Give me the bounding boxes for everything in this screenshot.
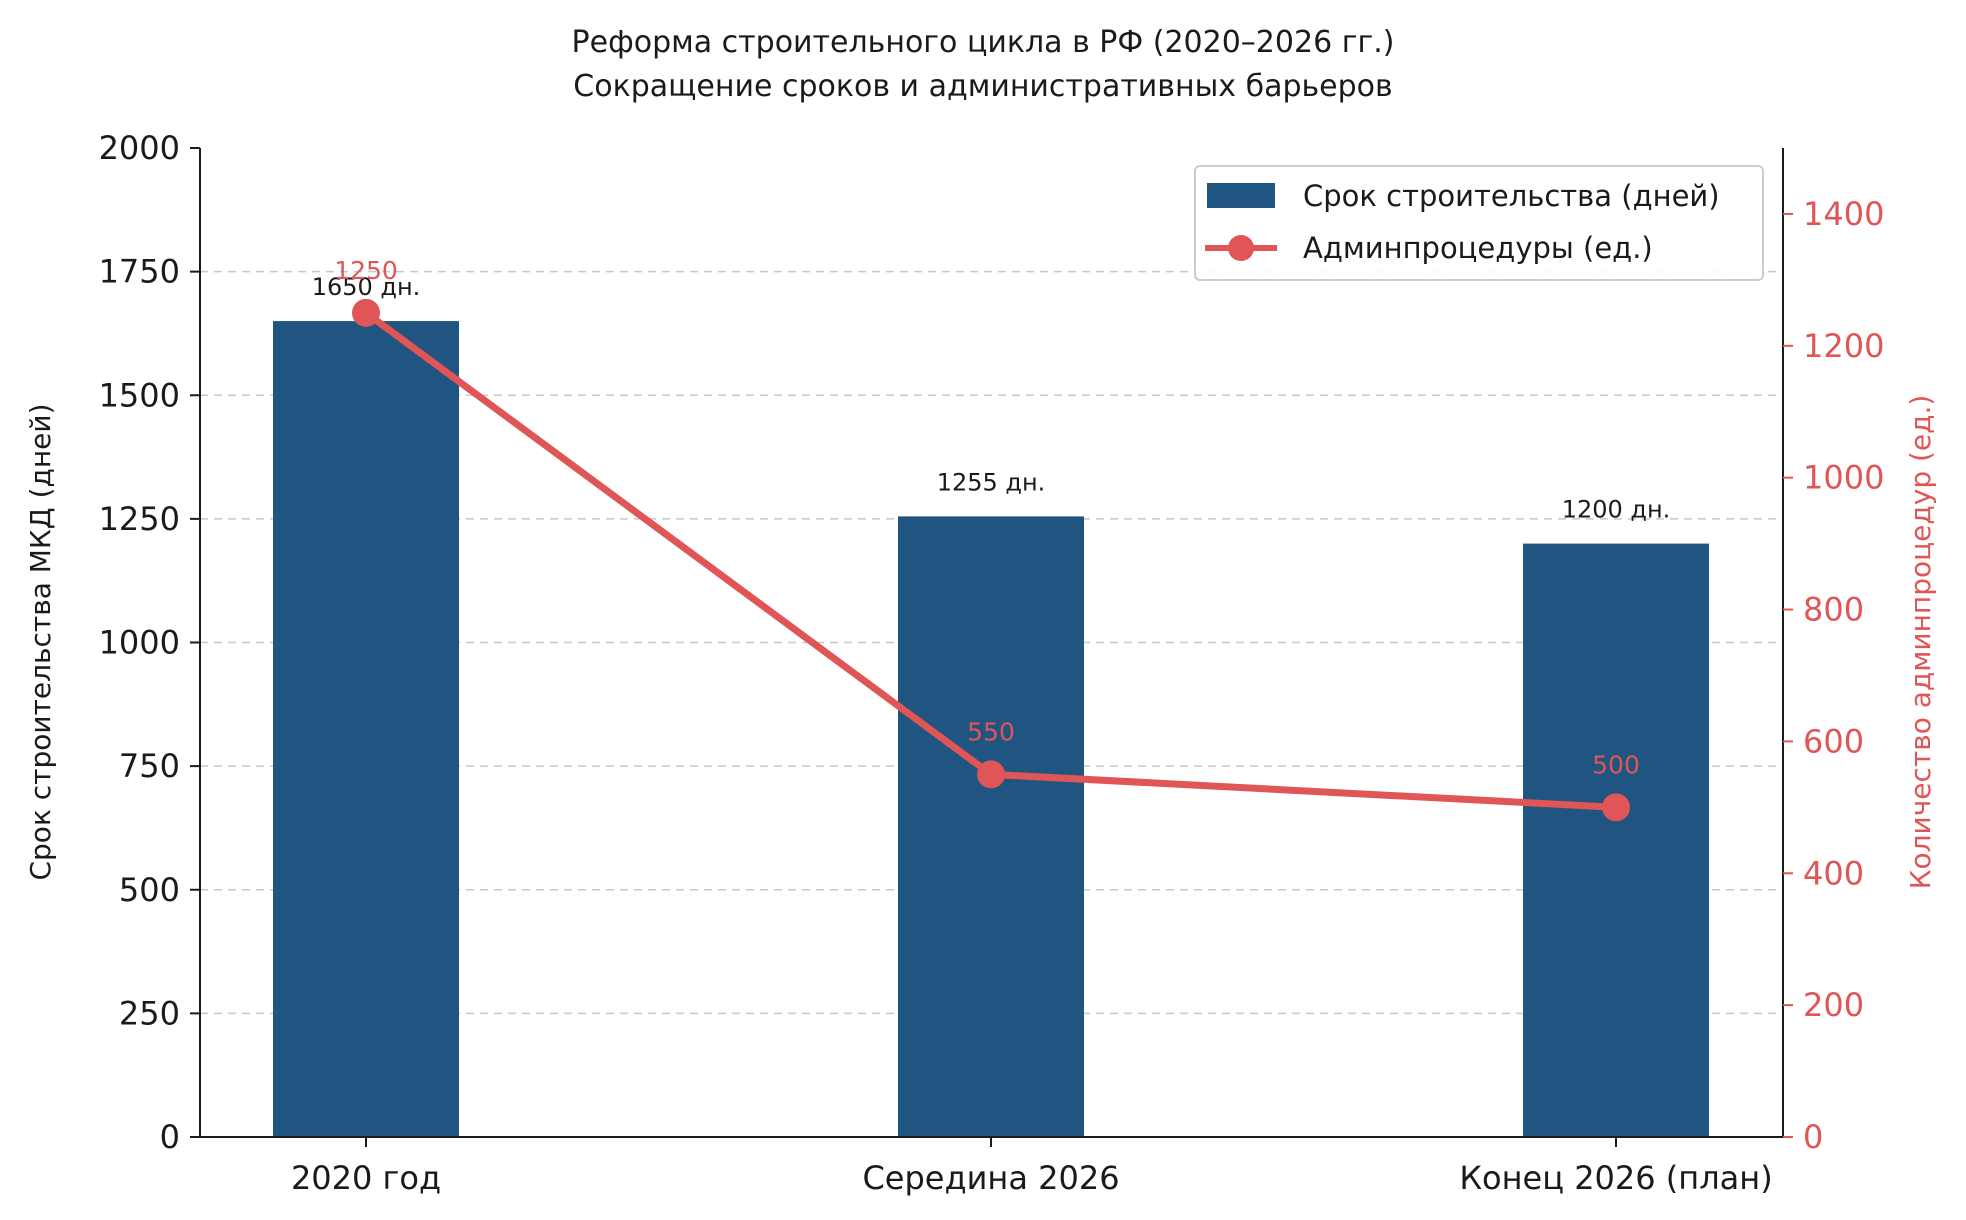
bar-value-label: 1255 дн.	[937, 468, 1046, 496]
left-tick-label: 1500	[99, 376, 180, 414]
left-tick-label: 0	[160, 1118, 180, 1156]
line-point	[977, 760, 1005, 789]
legend-bar-swatch	[1207, 183, 1275, 208]
right-tick-label: 1000	[1803, 459, 1884, 497]
line-point	[352, 298, 380, 327]
bar	[273, 321, 459, 1137]
right-tick-label: 0	[1803, 1118, 1823, 1156]
legend: Срок строительства (дней) Админпроцедуры…	[1194, 165, 1764, 281]
bar	[898, 516, 1084, 1137]
right-tick-label: 600	[1803, 722, 1864, 760]
left-tick-label: 750	[119, 747, 180, 785]
chart-title: Реформа строительного цикла в РФ (2020–2…	[572, 25, 1395, 60]
line-labels: 1250 550 500	[334, 256, 1640, 779]
left-tick-label: 250	[119, 994, 180, 1032]
left-tick-label: 500	[119, 871, 180, 909]
legend-line-label: Админпроцедуры (ед.)	[1303, 231, 1653, 265]
chart-subtitle: Сокращение сроков и административных бар…	[573, 69, 1392, 104]
y-axis-label-left: Срок строительства МКД (дней)	[24, 403, 57, 880]
y-axis-label-right: Количество админпроцедур (ед.)	[1904, 395, 1937, 890]
left-tick-label: 1000	[99, 624, 180, 662]
left-tick-label: 1750	[99, 253, 180, 291]
bar-series	[273, 321, 1709, 1137]
right-tick-label: 400	[1803, 854, 1864, 892]
right-tick-label: 1200	[1803, 327, 1884, 365]
legend-bar-label: Срок строительства (дней)	[1303, 179, 1720, 213]
x-tick-label: 2020 год	[291, 1159, 441, 1197]
bar	[1523, 543, 1709, 1137]
line-series	[352, 298, 1630, 822]
bar-labels: 1650 дн. 1255 дн. 1200 дн.	[312, 273, 1671, 524]
line-value-label: 550	[967, 717, 1015, 746]
right-tick-label: 800	[1803, 591, 1864, 629]
right-axis-ticks: 0 200 400 600 800 1000 1200 1400	[1783, 195, 1884, 1156]
left-tick-label: 2000	[99, 129, 180, 167]
legend-line-marker	[1228, 235, 1254, 261]
x-axis-ticks: 2020 год Середина 2026 Конец 2026 (план)	[291, 1137, 1773, 1197]
left-axis-ticks: 0 250 500 750 1000 1250 1500 1750 2000	[99, 129, 200, 1156]
x-tick-label: Середина 2026	[862, 1159, 1119, 1197]
x-tick-label: Конец 2026 (план)	[1459, 1159, 1772, 1197]
line-value-label: 500	[1592, 750, 1640, 779]
line-value-label: 1250	[334, 256, 398, 285]
bar-value-label: 1650 дн.	[312, 273, 421, 301]
legend-box	[1194, 165, 1764, 281]
bar-value-label: 1200 дн.	[1562, 496, 1671, 524]
right-tick-label: 1400	[1803, 195, 1884, 233]
left-tick-label: 1250	[99, 500, 180, 538]
right-tick-label: 200	[1803, 986, 1864, 1024]
line-point	[1602, 793, 1630, 822]
